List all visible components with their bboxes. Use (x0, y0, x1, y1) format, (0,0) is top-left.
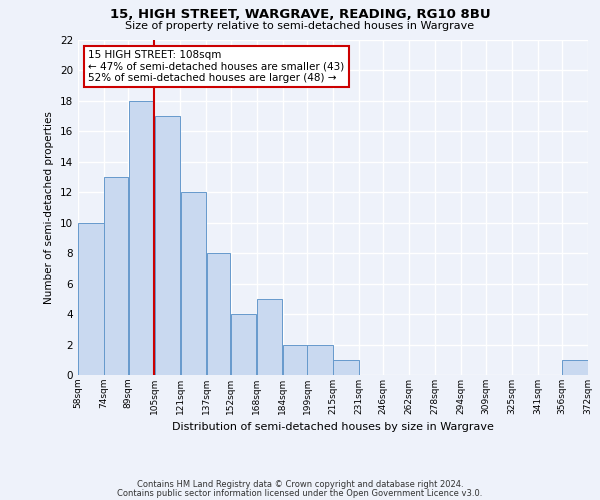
Bar (181, 192, 206, 375)
Bar (334, 360, 359, 375)
Bar (79, 222, 104, 375)
Bar (104, 177, 128, 375)
Bar (283, 344, 307, 375)
Bar (562, 360, 587, 375)
Y-axis label: Number of semi-detached properties: Number of semi-detached properties (44, 111, 55, 304)
Text: 15, HIGH STREET, WARGRAVE, READING, RG10 8BU: 15, HIGH STREET, WARGRAVE, READING, RG10… (110, 8, 490, 20)
Text: Contains HM Land Registry data © Crown copyright and database right 2024.: Contains HM Land Registry data © Crown c… (137, 480, 463, 489)
Bar (155, 116, 180, 375)
Bar (129, 101, 154, 375)
Bar (207, 253, 230, 375)
X-axis label: Distribution of semi-detached houses by size in Wargrave: Distribution of semi-detached houses by … (172, 422, 494, 432)
Text: Size of property relative to semi-detached houses in Wargrave: Size of property relative to semi-detach… (125, 21, 475, 31)
Bar (307, 344, 332, 375)
Bar (257, 299, 282, 375)
Text: Contains public sector information licensed under the Open Government Licence v3: Contains public sector information licen… (118, 488, 482, 498)
Bar (231, 314, 256, 375)
Text: 15 HIGH STREET: 108sqm
← 47% of semi-detached houses are smaller (43)
52% of sem: 15 HIGH STREET: 108sqm ← 47% of semi-det… (88, 50, 344, 83)
